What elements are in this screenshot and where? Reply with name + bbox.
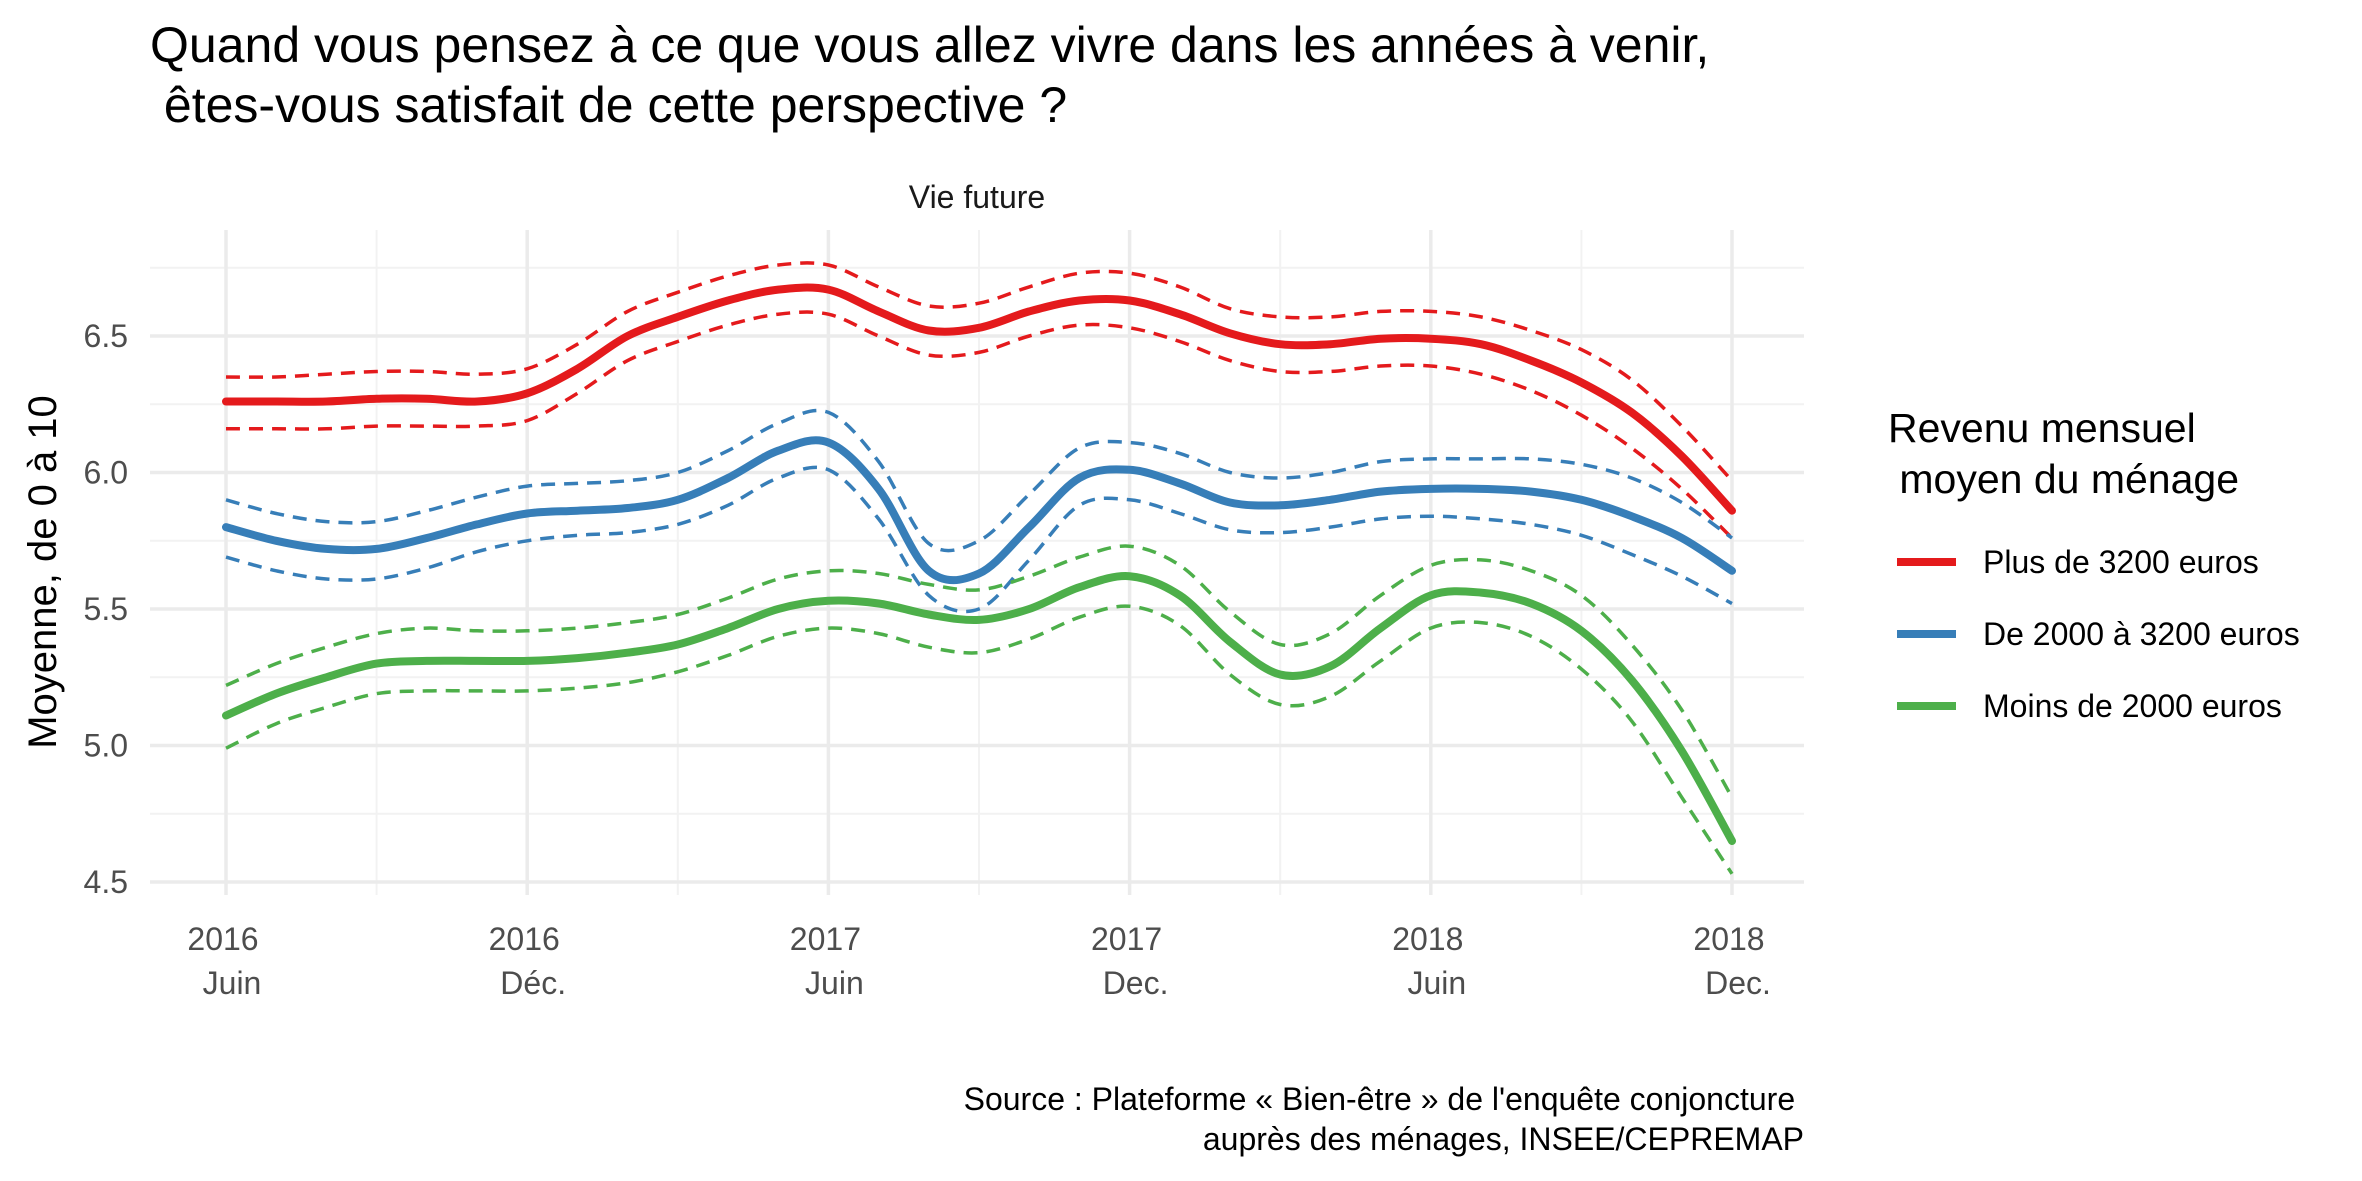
y-axis-ticks: 4.5 5.0 5.5 6.0 6.5 bbox=[84, 318, 128, 900]
legend-title-line-2: moyen du ménage bbox=[1888, 456, 2239, 502]
y-tick-label: 6.5 bbox=[84, 318, 128, 354]
legend-label: De 2000 à 3200 euros bbox=[1983, 616, 2300, 652]
x-tick-label-month: Dec. bbox=[1705, 965, 1771, 1001]
y-axis-label: Moyenne, de 0 à 10 bbox=[21, 395, 65, 749]
facet-strip-label: Vie future bbox=[909, 179, 1045, 215]
caption: Source : Plateforme « Bien-être » de l'e… bbox=[964, 1081, 1804, 1157]
x-tick-label-month: Juin bbox=[203, 965, 262, 1001]
chart-title: Quand vous pensez à ce que vous allez vi… bbox=[150, 17, 1709, 133]
confidence-upper-line bbox=[225, 408, 1734, 553]
chart-title-line-2: êtes-vous satisfait de cette perspective… bbox=[150, 77, 1067, 133]
confidence-upper-line bbox=[225, 261, 1734, 482]
caption-line-1: Source : Plateforme « Bien-être » de l'e… bbox=[964, 1081, 1804, 1117]
series-lines bbox=[222, 261, 1736, 875]
series-line bbox=[222, 572, 1736, 845]
plot-panel: 4.5 5.0 5.5 6.0 6.5 2016 Juin 2016 Déc. 2017 Juin… bbox=[84, 230, 1804, 1001]
caption-line-2: auprès des ménages, INSEE/CEPREMAP bbox=[1203, 1121, 1804, 1157]
x-axis-ticks: 2016 Juin 2016 Déc. 2017 Juin 2017 Dec. 2018 Juin… bbox=[187, 921, 1770, 1001]
legend-label: Plus de 3200 euros bbox=[1983, 544, 2259, 580]
y-tick-label: 6.0 bbox=[84, 455, 128, 491]
x-tick-label-month: Dec. bbox=[1103, 965, 1169, 1001]
x-tick-label-year: 2018 bbox=[1392, 921, 1463, 957]
x-tick-label-month: Déc. bbox=[500, 965, 566, 1001]
y-tick-label: 5.0 bbox=[84, 728, 128, 764]
x-tick-label-year: 2018 bbox=[1693, 921, 1764, 957]
x-tick-label-month: Juin bbox=[1407, 965, 1466, 1001]
confidence-lower-line bbox=[225, 604, 1734, 875]
x-tick-label-year: 2017 bbox=[790, 921, 861, 957]
y-tick-label: 5.5 bbox=[84, 591, 128, 627]
x-tick-label-year: 2016 bbox=[489, 921, 560, 957]
chart-title-line-1: Quand vous pensez à ce que vous allez vi… bbox=[150, 17, 1709, 73]
x-tick-label-year: 2017 bbox=[1091, 921, 1162, 957]
legend-label: Moins de 2000 euros bbox=[1983, 688, 2282, 724]
legend-title-line-1: Revenu mensuel bbox=[1888, 405, 2196, 451]
legend: Revenu mensuel moyen du ménage Plus de 3… bbox=[1888, 405, 2300, 724]
x-tick-label-year: 2016 bbox=[187, 921, 258, 957]
confidence-lower-line bbox=[225, 465, 1733, 614]
confidence-lower-line bbox=[225, 310, 1734, 540]
x-tick-label-month: Juin bbox=[805, 965, 864, 1001]
y-tick-label: 4.5 bbox=[84, 864, 128, 900]
series-line bbox=[222, 283, 1736, 515]
series-line bbox=[222, 436, 1736, 585]
confidence-upper-line bbox=[225, 544, 1734, 799]
legend-items: Plus de 3200 euros De 2000 à 3200 euros Mo… bbox=[1897, 544, 2300, 724]
